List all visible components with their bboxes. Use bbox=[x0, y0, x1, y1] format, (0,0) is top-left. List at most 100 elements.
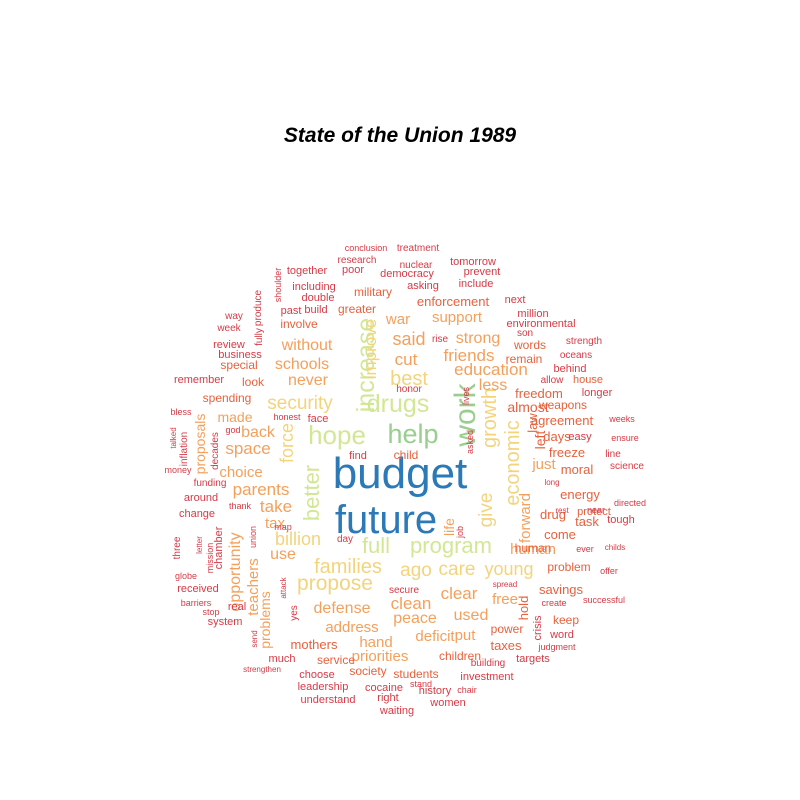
cloud-word: create bbox=[541, 598, 566, 608]
cloud-word: students bbox=[393, 667, 438, 681]
cloud-word: stand bbox=[410, 679, 432, 689]
cloud-word: easy bbox=[568, 431, 592, 443]
cloud-word: include bbox=[459, 278, 494, 290]
cloud-word: drugs bbox=[367, 390, 430, 418]
cloud-word: days bbox=[543, 429, 571, 444]
cloud-word: care bbox=[439, 559, 476, 580]
cloud-word: support bbox=[432, 309, 483, 326]
cloud-word: money bbox=[164, 465, 192, 475]
cloud-word: agreement bbox=[531, 413, 594, 428]
cloud-word: problems bbox=[257, 591, 273, 649]
cloud-word: much bbox=[269, 653, 296, 665]
cloud-word: moral bbox=[561, 462, 594, 477]
cloud-word: mission bbox=[205, 543, 215, 574]
cloud-word: building bbox=[471, 658, 505, 669]
cloud-word: real bbox=[228, 601, 246, 613]
cloud-word: choice bbox=[219, 464, 262, 481]
cloud-word: strengthen bbox=[243, 665, 281, 674]
cloud-word: around bbox=[184, 492, 218, 504]
cloud-word: research bbox=[338, 255, 377, 266]
cloud-word: million bbox=[517, 308, 548, 320]
cloud-word: treatment bbox=[397, 243, 439, 254]
cloud-word: week bbox=[216, 323, 241, 334]
cloud-word: rest bbox=[555, 506, 569, 515]
cloud-word: ever bbox=[576, 544, 594, 554]
cloud-word: bless bbox=[170, 407, 192, 417]
cloud-word: produce bbox=[253, 289, 264, 326]
cloud-word: strong bbox=[456, 330, 500, 347]
cloud-word: words bbox=[513, 338, 546, 352]
cloud-word: decades bbox=[210, 432, 221, 470]
cloud-word: remain bbox=[506, 352, 543, 366]
cloud-word: weapons bbox=[538, 398, 587, 412]
cloud-word: behind bbox=[553, 363, 586, 375]
cloud-word: directed bbox=[614, 498, 646, 508]
cloud-word: help bbox=[387, 419, 438, 449]
cloud-word: law bbox=[525, 413, 540, 433]
cloud-word: allow bbox=[541, 375, 565, 386]
cloud-word: budget bbox=[333, 449, 468, 498]
cloud-word: proposals bbox=[192, 414, 208, 475]
cloud-word: stop bbox=[202, 607, 219, 617]
cloud-word: honest bbox=[273, 412, 301, 422]
cloud-word: enforcement bbox=[417, 294, 490, 309]
cloud-word: clean bbox=[391, 594, 432, 613]
cloud-word: change bbox=[179, 508, 215, 520]
cloud-word: child bbox=[394, 448, 419, 462]
cloud-word: remember bbox=[174, 374, 224, 386]
cloud-word: conclusion bbox=[345, 243, 388, 253]
cloud-word: double bbox=[301, 292, 334, 304]
cloud-word: targets bbox=[516, 653, 550, 665]
cloud-word: long bbox=[544, 478, 559, 487]
cloud-word: special bbox=[220, 358, 257, 372]
cloud-word: space bbox=[225, 439, 270, 458]
cloud-word: secure bbox=[389, 585, 419, 596]
cloud-word: full bbox=[362, 533, 390, 558]
cloud-word: without bbox=[281, 337, 333, 354]
cloud-word: involve bbox=[280, 317, 318, 331]
cloud-word: give bbox=[476, 493, 497, 528]
cloud-word: union bbox=[248, 526, 258, 548]
cloud-word: review bbox=[213, 339, 245, 351]
cloud-word: life bbox=[441, 518, 457, 536]
cloud-word: spread bbox=[493, 580, 517, 589]
cloud-word: schools bbox=[275, 356, 329, 373]
cloud-word: power bbox=[491, 622, 524, 636]
cloud-word: energy bbox=[560, 487, 600, 502]
cloud-word: attack bbox=[279, 576, 288, 598]
cloud-word: taxes bbox=[490, 638, 522, 653]
cloud-word: cocaine bbox=[365, 682, 403, 694]
cloud-word: work bbox=[449, 382, 482, 447]
cloud-word: longer bbox=[582, 387, 613, 399]
cloud-word: fully bbox=[254, 328, 265, 346]
cloud-word: line bbox=[605, 449, 621, 460]
cloud-word: choose bbox=[299, 669, 334, 681]
cloud-word: way bbox=[224, 311, 243, 322]
cloud-word: letter bbox=[195, 536, 204, 554]
cloud-word: build bbox=[304, 304, 327, 316]
cloud-word: funding bbox=[194, 478, 227, 489]
cloud-word: crisis bbox=[532, 615, 544, 641]
cloud-word: future bbox=[335, 498, 437, 542]
cloud-word: tax bbox=[265, 515, 286, 532]
cloud-word: freedom bbox=[515, 386, 563, 401]
cloud-word: never bbox=[288, 372, 329, 389]
cloud-word: savings bbox=[539, 582, 584, 597]
cloud-word: almost bbox=[507, 399, 548, 415]
cloud-word: son bbox=[517, 328, 533, 339]
cloud-word: prevent bbox=[464, 266, 501, 278]
cloud-word: tomorrow bbox=[450, 256, 496, 268]
cloud-word: said bbox=[392, 329, 425, 349]
cloud-word: clear bbox=[441, 584, 478, 603]
cloud-word: leadership bbox=[298, 681, 349, 693]
cloud-word: yes bbox=[289, 605, 300, 621]
cloud-word: cut bbox=[395, 350, 418, 369]
cloud-word: greater bbox=[338, 302, 376, 316]
cloud-word: understand bbox=[300, 694, 355, 706]
cloud-word: waiting bbox=[379, 705, 414, 717]
cloud-word: friends bbox=[443, 346, 494, 365]
cloud-word: past bbox=[281, 305, 302, 317]
cloud-word: service bbox=[317, 653, 355, 667]
cloud-word: problem bbox=[547, 560, 590, 574]
cloud-word: priorities bbox=[352, 648, 409, 665]
